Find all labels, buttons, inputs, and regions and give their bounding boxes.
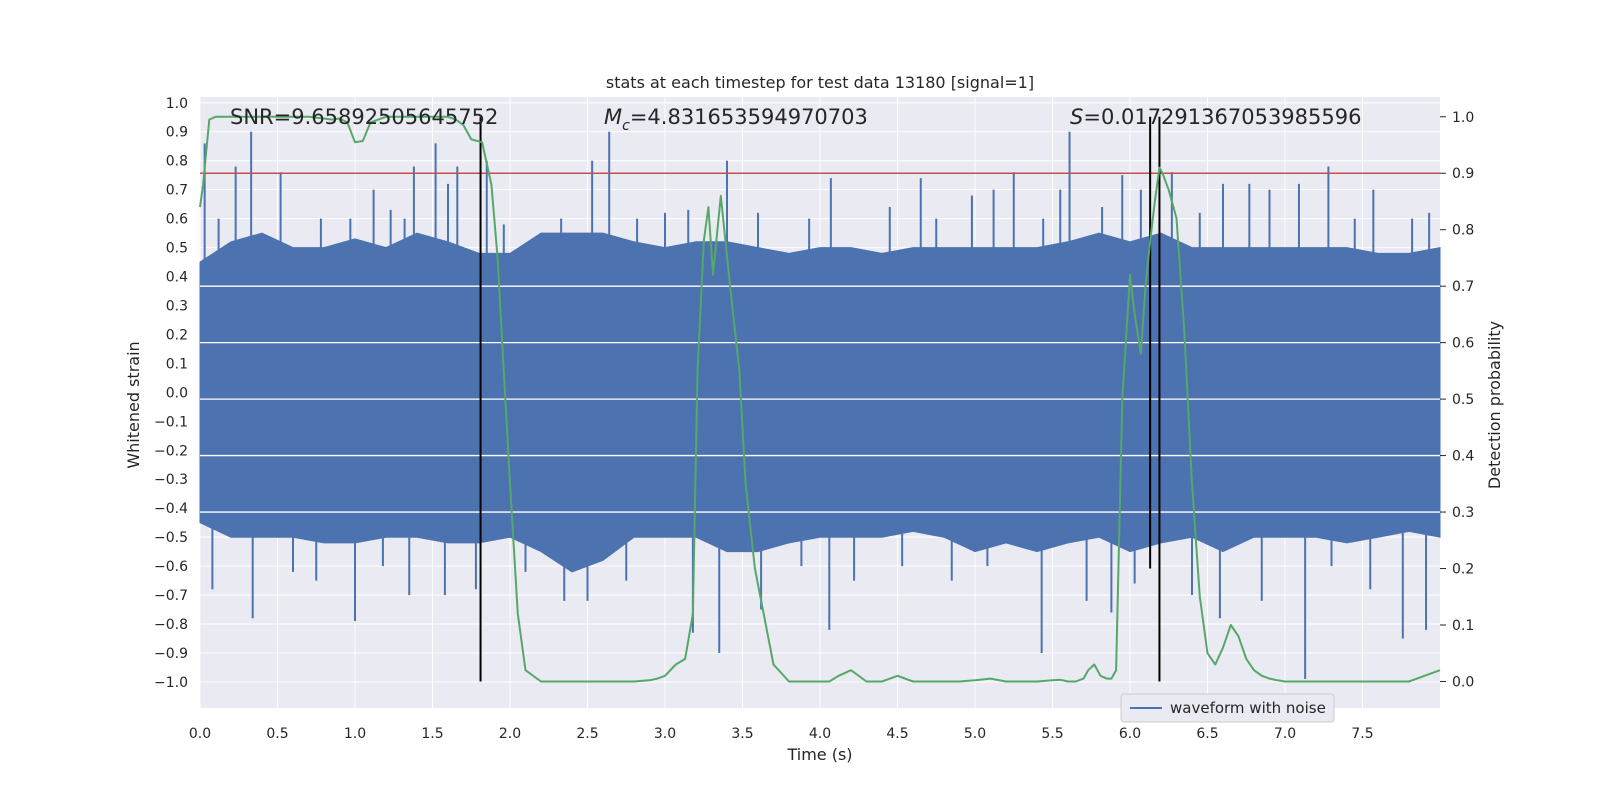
y-right-tick-label: 0.1 <box>1452 618 1474 634</box>
x-tick-label: 4.0 <box>809 726 831 742</box>
chirp-mass-value: =4.831653594970703 <box>630 105 868 129</box>
y-right-tick-label: 0.6 <box>1452 336 1474 352</box>
y-left-tick-label: −0.4 <box>154 501 188 517</box>
x-tick-label: 2.0 <box>499 726 521 742</box>
s-symbol: S <box>1070 105 1083 129</box>
y-left-tick-label: 0.8 <box>166 154 188 170</box>
y-left-tick-label: −0.6 <box>154 559 188 575</box>
y-left-tick-label: 0.1 <box>166 356 188 372</box>
y-right-tick-label: 1.0 <box>1452 110 1474 126</box>
y-left-tick-label: −0.3 <box>154 472 188 488</box>
marker-lines <box>479 116 1161 682</box>
y-left-tick-label: 0.2 <box>166 327 188 343</box>
x-tick-label: 1.5 <box>421 726 443 742</box>
legend-box <box>1120 693 1335 723</box>
x-tick-label: 0.0 <box>189 726 211 742</box>
y-left-tick-label: −0.9 <box>154 646 188 662</box>
y-left-tick-label: −1.0 <box>154 675 188 691</box>
x-tick-label: 7.0 <box>1274 726 1296 742</box>
x-tick-label: 5.0 <box>964 726 986 742</box>
y-left-tick-label: −0.7 <box>154 588 188 604</box>
s-annotation: S=0.017291367053985596 <box>1070 105 1361 129</box>
legend: waveform with noise <box>1120 693 1335 723</box>
x-tick-label: 3.0 <box>654 726 676 742</box>
x-tick-label: 5.5 <box>1041 726 1063 742</box>
y-left-tick-label: 0.4 <box>166 270 188 286</box>
y-right-tick-label: 0.7 <box>1452 279 1474 295</box>
y-left-tick-label: −0.2 <box>154 443 188 459</box>
chart-title: stats at each timestep for test data 131… <box>606 73 1034 92</box>
y-right-tick-label: 0.8 <box>1452 223 1474 239</box>
chirp-mass-subscript: c <box>622 118 630 134</box>
y-left-tick-label: 0.5 <box>166 241 188 257</box>
y-right-tick-label: 0.9 <box>1452 166 1474 182</box>
x-tick-label: 6.0 <box>1119 726 1141 742</box>
y-right-tick-label: 0.4 <box>1452 449 1474 465</box>
y-left-tick-label: 1.0 <box>166 96 188 112</box>
y-left-tick-label: 0.9 <box>166 125 188 141</box>
x-tick-label: 2.5 <box>576 726 598 742</box>
x-tick-label: 1.0 <box>344 726 366 742</box>
y-left-tick-label: 0.0 <box>166 385 188 401</box>
y-axis-right-title: Detection probability <box>1485 321 1504 489</box>
probability-line <box>199 115 1441 683</box>
waveform-envelope <box>199 232 1441 573</box>
y-axis-left-title: Whitened strain <box>124 341 143 468</box>
y-left-tick-label: 0.3 <box>166 298 188 314</box>
x-tick-label: 6.5 <box>1196 726 1218 742</box>
y-right-tick-label: 0.0 <box>1452 674 1474 690</box>
chirp-mass-annotation: Mc=4.831653594970703 <box>604 105 868 134</box>
s-value: =0.017291367053985596 <box>1083 105 1361 129</box>
x-tick-label: 3.5 <box>731 726 753 742</box>
x-tick-label: 4.5 <box>886 726 908 742</box>
legend-waveform-label: waveform with noise <box>1170 699 1326 717</box>
y-left-tick-label: −0.8 <box>154 617 188 633</box>
y-left-tick-label: 0.7 <box>166 183 188 199</box>
x-axis-title: Time (s) <box>786 745 852 764</box>
axes: 0.0 0.5 1.0 1.5 2.0 2.5 3.0 3.5 4.0 4.5 5.0 5.5 6.0 6… <box>154 96 1474 742</box>
x-tick-label: 0.5 <box>266 726 288 742</box>
x-tick-label: 7.5 <box>1351 726 1373 742</box>
y-right-tick-label: 0.3 <box>1452 505 1474 521</box>
y-left-tick-label: 0.6 <box>166 212 188 228</box>
y-right-tick-label: 0.2 <box>1452 562 1474 578</box>
snr-annotation: SNR=9.65892505645752 <box>230 105 498 129</box>
probability-series <box>199 115 1441 683</box>
y-left-tick-label: −0.5 <box>154 530 188 546</box>
y-left-tick-label: −0.1 <box>154 414 188 430</box>
chirp-mass-symbol: M <box>604 105 622 129</box>
y-right-tick-label: 0.5 <box>1452 392 1474 408</box>
